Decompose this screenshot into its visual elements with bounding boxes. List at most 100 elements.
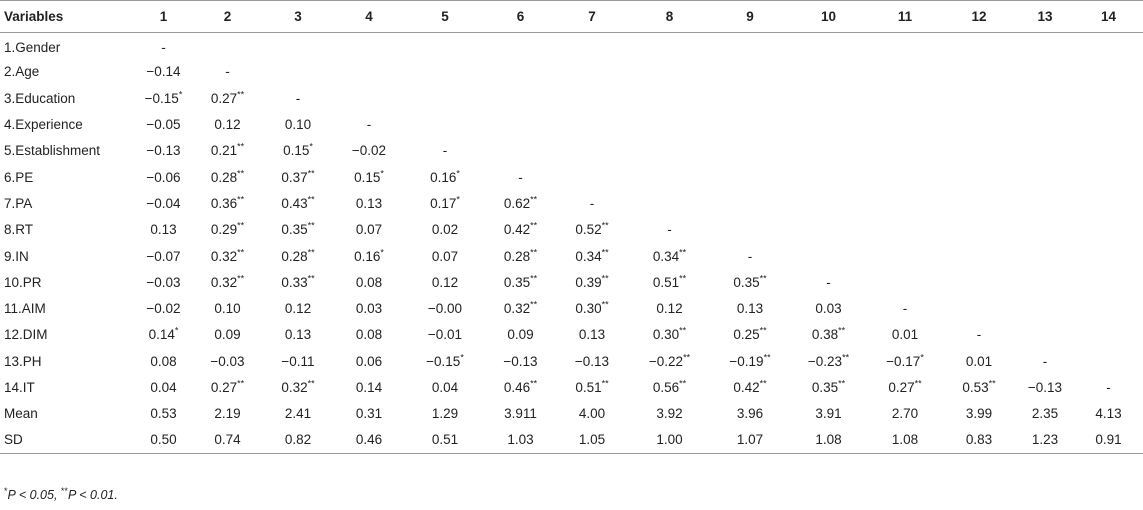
table-cell <box>1074 295 1143 321</box>
table-cell: −0.13 <box>485 348 556 374</box>
cell-value: 0.12 <box>431 274 459 290</box>
table-cell: - <box>135 33 192 59</box>
table-cell <box>711 111 789 137</box>
cell-value: 2.41 <box>284 406 312 422</box>
table-row: 4.Experience −0.05 0.12 0.10 - <box>0 111 1143 137</box>
significance-marker: ** <box>601 220 609 231</box>
table-cell: 0.35** <box>711 269 789 295</box>
significance-marker: ** <box>601 273 609 284</box>
cell-value: - <box>589 195 595 211</box>
header-col-3: 3 <box>263 0 333 33</box>
cell-value: - <box>1042 353 1048 369</box>
significance-marker: ** <box>307 273 315 284</box>
table-cell <box>868 59 942 85</box>
cell-value: - <box>747 248 753 264</box>
table-cell <box>942 269 1016 295</box>
table-row: Mean 0.53 2.19 2.41 0.31 1.29 3.911 4.00 3.92 3.9… <box>0 401 1143 427</box>
cell-value: 0.10 <box>214 301 241 317</box>
table-cell <box>868 85 942 111</box>
cell-value: 3.99 <box>965 406 993 422</box>
table-cell: 0.50 <box>135 426 192 454</box>
table-cell: 0.42** <box>711 374 789 400</box>
table-cell: 0.09 <box>192 322 263 348</box>
cell-value: −0.17 <box>886 353 921 369</box>
table-cell: 0.01 <box>868 322 942 348</box>
table-cell <box>789 111 868 137</box>
cell-value: 0.08 <box>355 327 383 343</box>
table-cell: 0.82 <box>263 426 333 454</box>
significance-marker: ** <box>530 299 538 310</box>
significance-marker: ** <box>307 378 315 389</box>
cell-value: 4.13 <box>1095 406 1122 422</box>
cell-value: 0.32 <box>210 248 238 264</box>
cell-value: −0.00 <box>427 301 463 317</box>
table-cell <box>789 190 868 216</box>
table-cell <box>1016 138 1074 164</box>
cell-value: 0.06 <box>355 353 383 369</box>
table-cell <box>789 138 868 164</box>
cell-value: 1.08 <box>815 432 842 448</box>
table-cell <box>628 190 711 216</box>
cell-value: 0.28 <box>503 248 531 264</box>
cell-value: - <box>442 143 448 159</box>
table-cell: 0.17* <box>405 190 485 216</box>
table-row: 12.DIM 0.14* 0.09 0.13 0.08 −0.01 0.09 0.13 0.30… <box>0 322 1143 348</box>
table-cell: 0.08 <box>333 322 405 348</box>
cell-value: - <box>667 222 672 238</box>
table-cell: 0.42** <box>485 217 556 243</box>
row-label: 14.IT <box>4 380 35 395</box>
table-cell <box>711 217 789 243</box>
table-cell <box>628 85 711 111</box>
table-cell <box>868 217 942 243</box>
table-cell: 0.12 <box>405 269 485 295</box>
cell-value: 0.16 <box>430 169 457 185</box>
cell-value: 0.51 <box>575 380 602 395</box>
cell-value: 0.37 <box>281 169 308 185</box>
cell-value: 0.53 <box>150 406 177 422</box>
significance-marker: ** <box>601 247 609 258</box>
cell-value: 0.27 <box>888 380 915 395</box>
correlation-table: Variables 1 2 3 4 5 6 7 8 9 10 11 12 13 14 1.Gender -2… <box>0 0 1143 454</box>
table-cell: - <box>263 85 333 111</box>
cell-value: 3.92 <box>656 406 683 422</box>
cell-value: 0.12 <box>656 301 683 317</box>
table-cell <box>868 138 942 164</box>
cell-value: −0.23 <box>807 353 843 369</box>
cell-value: 0.09 <box>507 327 534 343</box>
table-cell: 0.28** <box>192 164 263 190</box>
cell-value: 1.23 <box>1031 432 1059 448</box>
cell-value: 3.911 <box>504 406 537 422</box>
table-cell <box>789 164 868 190</box>
table-cell: 2.41 <box>263 401 333 427</box>
significance-marker: ** <box>307 194 315 205</box>
significance-marker: ** <box>838 325 846 336</box>
significance-marker: * <box>456 168 460 179</box>
table-row: 6.PE −0.06 0.28** 0.37** 0.15* 0.16* - <box>0 164 1143 190</box>
cell-value: 0.28 <box>281 248 308 264</box>
table-cell <box>333 33 405 59</box>
table-cell: 0.51** <box>628 269 711 295</box>
table-cell: 3.96 <box>711 401 789 427</box>
cell-value: −0.13 <box>503 353 538 369</box>
table-cell: 0.12 <box>263 295 333 321</box>
table-cell <box>485 138 556 164</box>
table-cell: 0.14* <box>135 322 192 348</box>
cell-value: 0.10 <box>284 117 312 133</box>
table-row: 14.IT 0.04 0.27** 0.32** 0.14 0.04 0.46** 0.51*… <box>0 374 1143 400</box>
table-cell: 0.13 <box>711 295 789 321</box>
table-cell <box>711 85 789 111</box>
table-cell: 0.51** <box>556 374 628 400</box>
table-cell: −0.13 <box>1016 374 1074 400</box>
table-cell <box>1016 111 1074 137</box>
significance-marker: ** <box>759 378 767 389</box>
significance-marker: ** <box>530 378 538 389</box>
table-cell <box>1074 59 1143 85</box>
table-cell <box>868 269 942 295</box>
table-cell: 0.15* <box>333 164 405 190</box>
table-cell <box>1074 85 1143 111</box>
table-row: 9.IN −0.07 0.32** 0.28** 0.16* 0.07 0.28** 0.34… <box>0 243 1143 269</box>
table-cell: −0.22** <box>628 348 711 374</box>
table-cell <box>942 33 1016 59</box>
cell-value: 0.01 <box>965 353 993 369</box>
